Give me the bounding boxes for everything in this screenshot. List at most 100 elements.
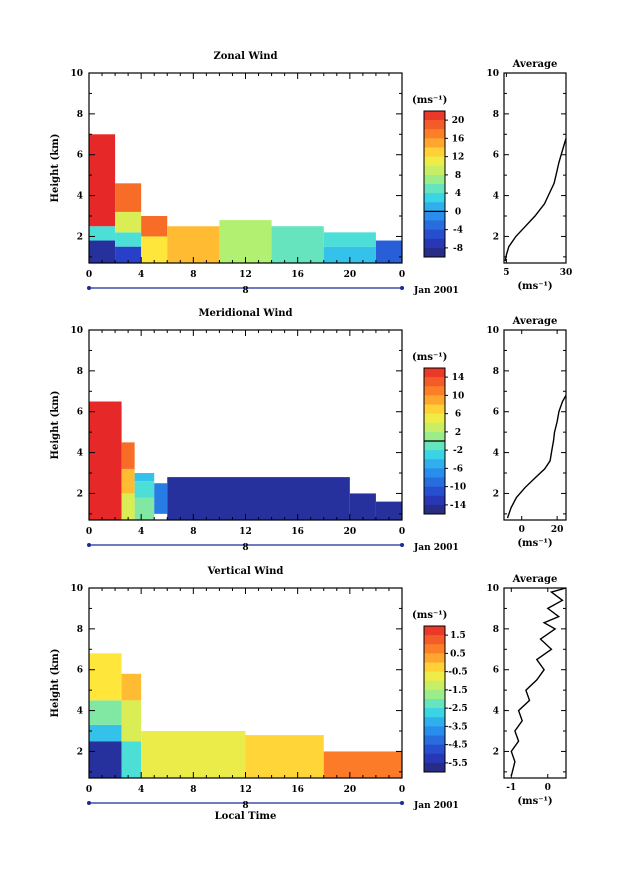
colorbar-tick-label: 2 xyxy=(455,428,461,438)
average-title: Average xyxy=(512,316,558,327)
average-frame xyxy=(503,72,567,264)
colorbar-tick-label: 14 xyxy=(452,373,465,383)
colorbar-swatch xyxy=(424,147,445,158)
heatmap-cell xyxy=(115,246,142,263)
average-y-tick-label: 8 xyxy=(493,625,499,635)
date-tick-label: 8 xyxy=(242,543,248,553)
colorbar-swatch xyxy=(424,138,445,148)
heatmap-cell xyxy=(115,183,142,212)
colorbar-tick-label: -14 xyxy=(450,501,466,511)
colorbar-swatch xyxy=(424,386,445,396)
heatmap-cell xyxy=(323,751,402,778)
average-x-tick-label: 20 xyxy=(551,525,564,535)
heatmap-cell xyxy=(375,501,402,520)
average-y-tick-label: 4 xyxy=(493,192,499,202)
heatmap-field xyxy=(89,401,402,520)
colorbar-swatch xyxy=(424,662,445,673)
average-y-tick-label: 2 xyxy=(493,489,499,499)
colorbar-tick-label: -4 xyxy=(453,226,463,236)
panel-title: Vertical Wind xyxy=(207,566,284,577)
heatmap-cell xyxy=(141,236,168,263)
average-y-tick-label: 4 xyxy=(493,707,499,717)
heatmap-cell xyxy=(134,497,155,520)
colorbar-tick-label: 12 xyxy=(452,153,465,163)
heatmap-cell xyxy=(121,442,135,469)
colorbar-swatch xyxy=(424,450,445,460)
colorbar-tick-label: 20 xyxy=(452,116,465,126)
colorbar-swatch xyxy=(424,395,445,405)
y-axis-label: Height (km) xyxy=(50,134,61,203)
colorbar-swatch xyxy=(424,635,445,645)
date-axis-end xyxy=(87,543,91,547)
x-tick-label: 0 xyxy=(86,270,92,280)
heatmap-cell xyxy=(323,232,376,247)
x-tick-label: 12 xyxy=(239,785,252,795)
colorbar-swatch xyxy=(424,753,445,764)
average-x-label: (ms⁻¹) xyxy=(517,796,552,807)
heatmap-cell xyxy=(89,741,122,778)
colorbar-tick-label: -5.5 xyxy=(448,759,467,769)
heatmap-cell xyxy=(121,673,142,701)
date-tick-label: 8 xyxy=(242,286,248,296)
colorbar-unit: (ms⁻¹) xyxy=(412,352,447,363)
heatmap-cell xyxy=(89,134,116,227)
average-x-tick-label: 5 xyxy=(503,268,509,278)
y-tick-label: 6 xyxy=(77,408,83,418)
colorbar-swatch xyxy=(424,744,445,755)
heatmap-cell xyxy=(167,477,350,520)
colorbar-tick-label: 0.5 xyxy=(450,649,466,659)
colorbar-swatch xyxy=(424,735,445,746)
average-y-tick-label: 2 xyxy=(493,232,499,242)
colorbar-swatch xyxy=(424,174,445,185)
average-y-tick-label: 10 xyxy=(486,69,499,79)
y-tick-label: 4 xyxy=(77,449,83,459)
heatmap-cell xyxy=(89,724,122,742)
heatmap-cell xyxy=(323,246,376,263)
x-tick-label: 0 xyxy=(399,270,405,280)
x-tick-label: 12 xyxy=(239,270,252,280)
heatmap-cell xyxy=(89,226,116,241)
colorbar-tick-label: -2 xyxy=(453,446,463,456)
x-tick-label: 0 xyxy=(399,785,405,795)
x-tick-label: 4 xyxy=(138,527,144,537)
colorbar-swatch xyxy=(424,220,445,231)
panel-title: Meridional Wind xyxy=(198,308,292,319)
date-axis-end xyxy=(400,543,404,547)
colorbar-swatch xyxy=(424,120,445,130)
average-profile-line xyxy=(510,587,567,777)
colorbar-swatch xyxy=(424,129,445,139)
colorbar-swatch xyxy=(424,377,445,387)
colorbar-swatch xyxy=(424,689,445,700)
x-tick-label: 0 xyxy=(399,527,405,537)
y-tick-label: 4 xyxy=(77,192,83,202)
colorbar-swatch xyxy=(424,671,445,682)
average-profile-line xyxy=(504,138,567,262)
average-x-tick-label: 0 xyxy=(545,783,551,793)
colorbar-swatch xyxy=(424,441,445,451)
colorbar-swatch xyxy=(424,486,445,497)
heatmap-cell xyxy=(154,483,168,514)
x-tick-label: 16 xyxy=(291,527,304,537)
colorbar-swatch xyxy=(424,111,445,121)
colorbar-swatch xyxy=(424,504,445,515)
heatmap-cell xyxy=(89,401,122,520)
colorbar-tick-label: 10 xyxy=(452,391,465,401)
colorbar-tick-label: -8 xyxy=(453,244,463,254)
x-tick-label: 20 xyxy=(344,527,357,537)
panel-title: Zonal Wind xyxy=(213,51,277,62)
colorbar-swatch xyxy=(424,156,445,167)
colorbar-tick-label: -4.5 xyxy=(448,741,467,751)
average-x-label: (ms⁻¹) xyxy=(517,538,552,549)
y-tick-label: 8 xyxy=(77,367,83,377)
average-x-label: (ms⁻¹) xyxy=(517,281,552,292)
colorbar-swatch xyxy=(424,247,445,258)
y-tick-label: 2 xyxy=(77,747,83,757)
average-y-tick-label: 6 xyxy=(493,151,499,161)
date-axis-end xyxy=(400,286,404,290)
colorbar-tick-label: -1.5 xyxy=(448,686,467,696)
colorbar-swatch xyxy=(424,468,445,478)
colorbar-swatch xyxy=(424,404,445,415)
average-x-tick-label: -1 xyxy=(506,783,516,793)
